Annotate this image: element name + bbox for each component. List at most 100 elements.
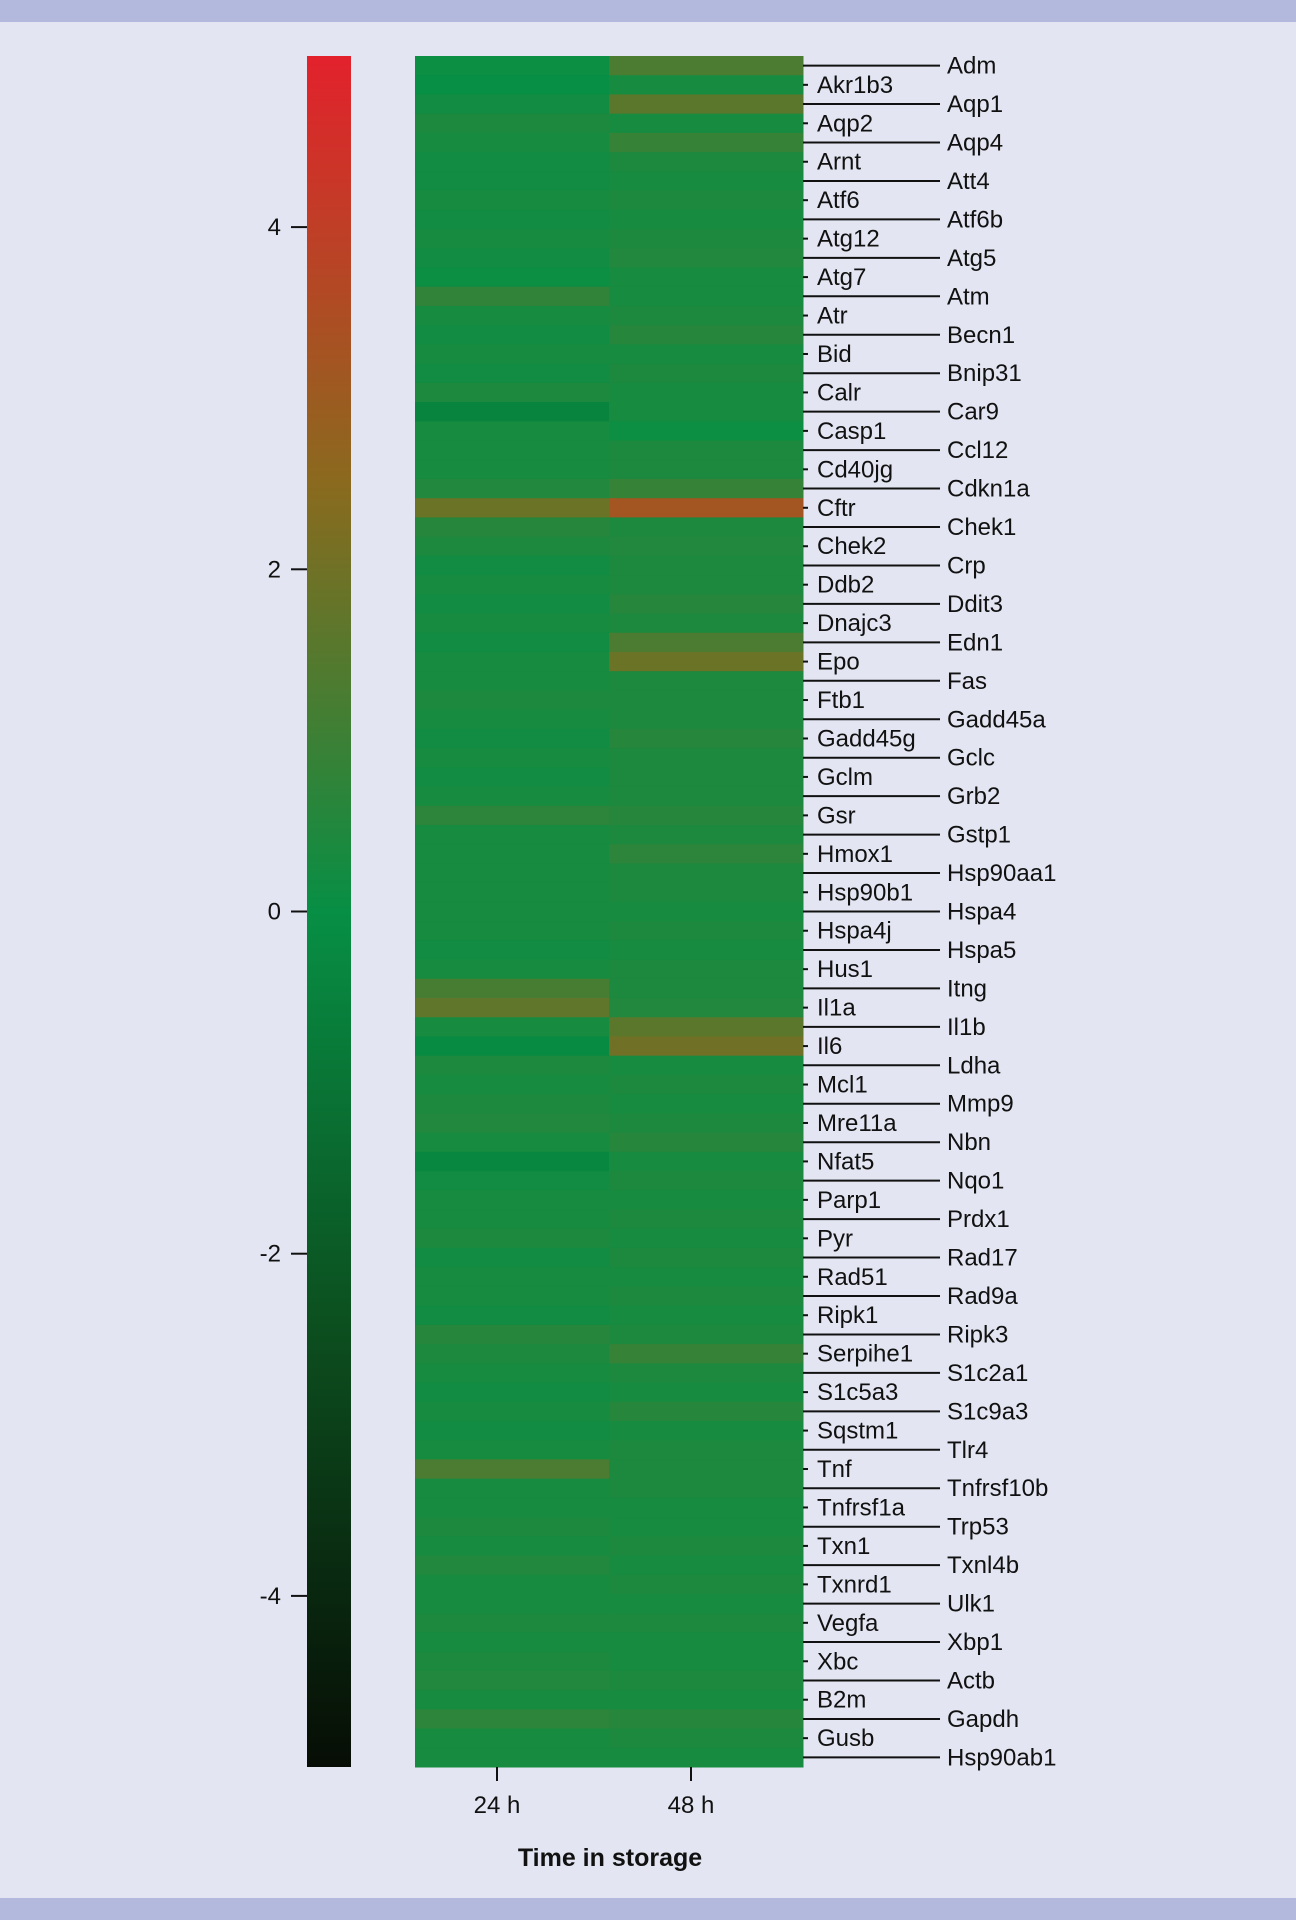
row-label: Txnl4b [947, 1552, 1019, 1579]
heatmap-cell [415, 1709, 610, 1730]
heatmap-cell [609, 1094, 804, 1114]
row-label: Atm [947, 283, 990, 310]
heatmap-cell [609, 613, 804, 634]
heatmap-cell [415, 594, 610, 615]
row-labels: Adm Akr1b3 Aqp1 Aqp2 Aqp4 Arnt Att4 Atf6 Atf6b At… [803, 53, 1056, 1771]
row-label: Dnajc3 [817, 610, 892, 637]
row-label: Rad9a [947, 1283, 1018, 1310]
heatmap-cell [415, 1690, 610, 1710]
heatmap-cell [609, 671, 804, 691]
row-label: Gusb [817, 1725, 874, 1752]
row-label: Il1a [817, 995, 856, 1022]
heatmap-cell [609, 1574, 804, 1595]
row-label: Ldha [947, 1052, 1001, 1079]
heatmap-cell [609, 1151, 804, 1172]
heatmap-cell [609, 1613, 804, 1633]
row-label: Becn1 [947, 322, 1015, 349]
heatmap-cell [415, 75, 610, 95]
heatmap-cell [415, 978, 610, 999]
heatmap-cell [609, 1382, 804, 1403]
heatmap-cell [415, 844, 610, 864]
heatmap-cell [609, 575, 804, 595]
heatmap-cell [415, 517, 610, 538]
row-label: Itng [947, 975, 987, 1002]
heatmap-cell [415, 1670, 610, 1691]
row-label: Hspa4 [947, 899, 1016, 926]
heatmap-cell [415, 1382, 610, 1403]
heatmap-cell [415, 824, 610, 845]
row-label: Gadd45g [817, 725, 916, 752]
row-label: Vegfa [817, 1610, 879, 1637]
heatmap-cell [609, 1055, 804, 1076]
row-label: Hspa5 [947, 937, 1016, 964]
heatmap-cell [415, 190, 610, 211]
row-label: Ulk1 [947, 1591, 995, 1618]
heatmap-cell [415, 152, 610, 172]
heatmap-cell [609, 959, 804, 980]
heatmap-cell [609, 1344, 804, 1364]
heatmap-cell [609, 555, 804, 576]
row-label: Aqp4 [947, 130, 1003, 157]
heatmap-cell [415, 1747, 610, 1768]
row-label: Calr [817, 379, 861, 406]
heatmap-cell [415, 901, 610, 922]
row-label: Gstp1 [947, 822, 1011, 849]
row-label: Chek1 [947, 514, 1016, 541]
heatmap-cells [415, 56, 804, 1768]
colorbar-tick-label: 4 [268, 214, 281, 241]
heatmap-cell [415, 536, 610, 557]
row-label: Mre11a [817, 1110, 897, 1137]
heatmap-cell [609, 1651, 804, 1672]
heatmap-cell [609, 748, 804, 768]
heatmap-cell [415, 1478, 610, 1499]
row-label: Casp1 [817, 418, 886, 445]
heatmap-cell [609, 1401, 804, 1422]
column-labels: 24 h 48 h [474, 1767, 714, 1819]
heatmap-cell [609, 478, 804, 499]
row-label: Parp1 [817, 1187, 881, 1214]
row-label: Il6 [817, 1033, 842, 1060]
row-label: Gapdh [947, 1706, 1019, 1733]
heatmap-cell [609, 1517, 804, 1537]
heatmap-cell [415, 786, 610, 807]
colorbar-tick-label: 0 [268, 899, 281, 926]
heatmap-cell [415, 209, 610, 230]
heatmap-cell [609, 1440, 804, 1460]
row-label: B2m [817, 1687, 866, 1714]
heatmap-cell [609, 1555, 804, 1576]
heatmap-cell [609, 1017, 804, 1037]
heatmap-cell [415, 459, 610, 480]
heatmap-cell [609, 1690, 804, 1710]
heatmap-cell [609, 940, 804, 961]
row-label: S1c9a3 [947, 1398, 1028, 1425]
row-label: Xbp1 [947, 1629, 1003, 1656]
heatmap-cell [415, 632, 610, 653]
heatmap-cell [609, 1209, 804, 1230]
row-label: Txnrd1 [817, 1571, 892, 1598]
heatmap-cell [609, 94, 804, 115]
heatmap-cell [609, 1728, 804, 1749]
heatmap-cell [609, 1228, 804, 1249]
heatmap-cell [415, 382, 610, 403]
heatmap-cell [415, 575, 610, 595]
heatmap-cell [609, 805, 804, 826]
row-label: Gadd45a [947, 706, 1046, 733]
heatmap-cell [609, 325, 804, 345]
row-label: Atr [817, 303, 848, 330]
colorbar-tick-label: 2 [268, 556, 281, 583]
heatmap-cell [415, 402, 610, 422]
top-band [0, 0, 1296, 22]
heatmap-cell [609, 998, 804, 1018]
heatmap-cell [609, 786, 804, 807]
heatmap-cell [609, 1670, 804, 1691]
heatmap-cell [609, 1536, 804, 1557]
row-label: Aqp1 [947, 91, 1003, 118]
row-label: Nqo1 [947, 1168, 1004, 1195]
row-label: Att4 [947, 168, 990, 195]
row-label: Hmox1 [817, 841, 893, 868]
row-label: Edn1 [947, 629, 1003, 656]
heatmap-cell [415, 728, 610, 749]
row-label: Xbc [817, 1648, 858, 1675]
heatmap-cell [415, 998, 610, 1018]
heatmap-cell [415, 709, 610, 730]
